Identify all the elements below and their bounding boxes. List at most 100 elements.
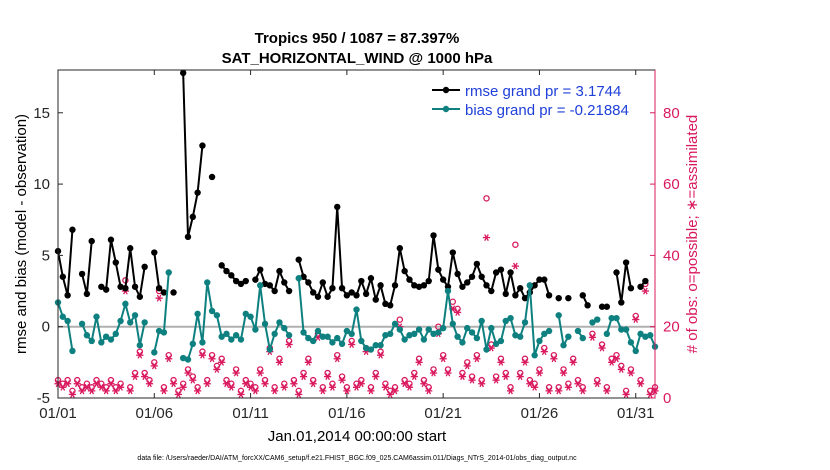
rmse-point <box>184 233 192 241</box>
bias-point <box>127 319 134 326</box>
bias-point <box>430 330 437 338</box>
rmse-point <box>98 283 105 290</box>
bias-point <box>334 334 341 342</box>
rmse-point <box>454 270 461 278</box>
rmse-point <box>228 272 235 279</box>
y-tick-label: 5 <box>42 247 50 264</box>
obs-assimilated-point <box>112 387 120 395</box>
bias-point <box>439 324 447 332</box>
obs-assimilated-point <box>261 380 269 388</box>
obs-assimilated-point <box>155 294 163 302</box>
obs-assimilated-point <box>357 380 365 388</box>
rmse-point <box>155 284 163 292</box>
rmse-point <box>555 294 562 302</box>
obs-assimilated-point <box>299 373 308 381</box>
bias-point <box>618 326 625 333</box>
bias-point <box>155 327 163 335</box>
bias-point <box>160 329 168 336</box>
obs-assimilated-point <box>237 390 245 398</box>
obs-assimilated-point <box>232 369 240 377</box>
rmse-point <box>358 277 365 285</box>
obs-assimilated-point <box>189 376 197 384</box>
obs-assimilated-point <box>372 373 380 381</box>
bias-point <box>406 332 413 339</box>
obs-possible-point <box>512 241 519 248</box>
rmse-point <box>324 293 331 300</box>
bias-point <box>252 326 259 333</box>
bias-point <box>603 330 611 338</box>
bias-point <box>184 356 192 363</box>
rmse-point <box>194 189 201 196</box>
bias-point <box>478 317 485 325</box>
obs-assimilated-point <box>386 390 394 398</box>
bias-point <box>637 330 644 338</box>
obs-assimilated-point <box>328 383 337 391</box>
bias-point <box>329 339 336 346</box>
rmse-point <box>584 302 591 309</box>
obs-assimilated-point <box>463 362 471 370</box>
obs-assimilated-point <box>492 376 500 384</box>
bias-point <box>411 330 418 338</box>
bias-point <box>555 312 562 319</box>
series-lines <box>54 69 659 363</box>
obs-assimilated-point <box>579 387 587 395</box>
obs-assimilated-point <box>478 380 486 388</box>
bias-point <box>199 339 206 346</box>
rmse-point <box>88 237 95 245</box>
rmse-point <box>232 277 240 285</box>
obs-assimilated-point <box>593 380 601 388</box>
bias-point <box>565 333 572 340</box>
bias-line-segment <box>57 302 74 352</box>
y-tick-label: 10 <box>33 176 50 193</box>
rmse-point <box>642 277 649 285</box>
bias-point <box>314 327 322 335</box>
bias-point <box>608 314 615 322</box>
rmse-point <box>141 263 148 270</box>
bias-point <box>64 317 71 325</box>
bias-point <box>420 336 428 343</box>
rmse-point <box>199 142 206 149</box>
bias-point <box>112 330 119 338</box>
rmse-point <box>627 284 635 292</box>
rmse-point <box>541 276 548 283</box>
bias-point <box>242 310 249 318</box>
bias-point <box>78 320 86 328</box>
obs-assimilated-point <box>588 333 597 341</box>
obs-assimilated-point <box>348 341 356 348</box>
obs-assimilated-point <box>295 390 303 398</box>
rmse-point <box>536 276 543 283</box>
obs-assimilated-point <box>324 373 332 381</box>
rmse-point <box>136 293 144 300</box>
rmse-point <box>353 292 360 299</box>
rmse-point <box>189 213 197 221</box>
obs-assimilated-point <box>381 383 389 391</box>
bias-point <box>107 336 115 343</box>
rmse-point <box>637 283 644 290</box>
obs-assimilated-point <box>598 344 606 352</box>
bias-point <box>257 282 264 289</box>
bias-point <box>589 319 596 326</box>
legend-rmse-label: rmse grand pr = 3.1744 <box>465 83 621 100</box>
rmse-point <box>107 236 115 243</box>
bias-point <box>353 306 360 313</box>
rmse-point <box>112 259 119 266</box>
rmse-point <box>329 284 336 292</box>
obs-assimilated-point <box>338 376 346 384</box>
obs-assimilated-point <box>352 383 361 391</box>
rmse-point <box>488 287 495 295</box>
rmse-point <box>401 267 408 275</box>
bias-point <box>247 313 254 320</box>
bias-point <box>59 313 67 320</box>
y-axis-label: rmse and bias (model - observation) <box>13 114 30 354</box>
rmse-point <box>319 279 326 286</box>
x-tick-label: 01/16 <box>328 405 366 422</box>
bias-point <box>382 332 389 339</box>
x-tick-label: 01/26 <box>521 405 559 422</box>
obs-assimilated-point <box>309 380 317 388</box>
bias-point <box>102 333 110 340</box>
obs-assimilated-point <box>506 387 515 395</box>
obs-assimilated-point <box>333 355 341 363</box>
bias-point <box>204 279 211 286</box>
x-tick-label: 01/06 <box>136 405 174 422</box>
obs-assimilated-point <box>141 373 149 381</box>
